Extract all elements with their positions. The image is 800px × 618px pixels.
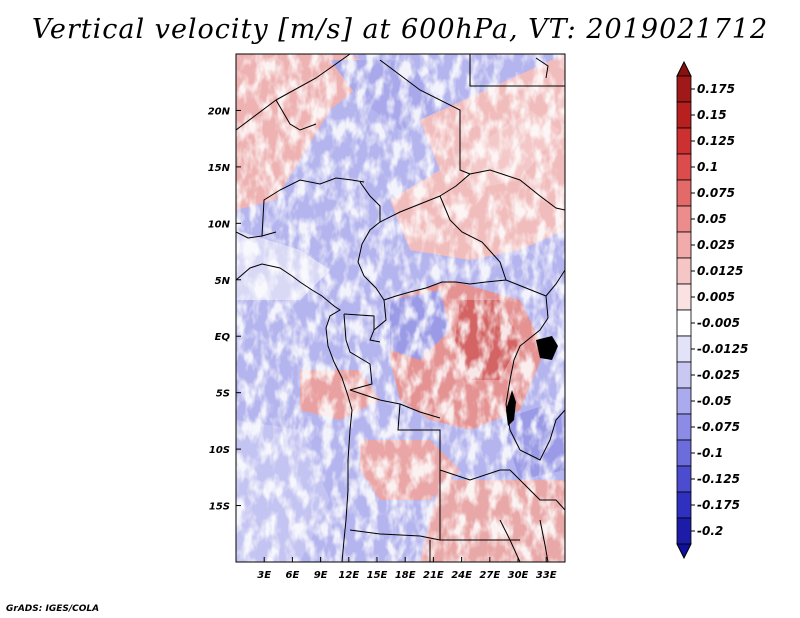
y-tick-label: 20N: [208, 106, 231, 117]
colorbar-swatch: [676, 465, 692, 493]
colorbar-label: -0.125: [697, 472, 740, 486]
colorbar-swatch: [676, 517, 692, 545]
colorbar-label: 0.005: [697, 290, 735, 304]
y-tick-label: EQ: [215, 332, 231, 343]
colorbar-swatch: [676, 101, 692, 129]
colorbar-swatch: [676, 335, 692, 363]
x-tick-label: 15E: [367, 570, 388, 581]
x-tick-label: 9E: [314, 570, 328, 581]
colorbar-swatch: [676, 283, 692, 311]
colorbar-label: -0.0125: [697, 342, 748, 356]
map-area: [236, 54, 565, 562]
colorbar-label: -0.075: [697, 420, 740, 434]
x-tick-label: 12E: [338, 570, 359, 581]
colorbar-swatch: [676, 205, 692, 233]
colorbar-label: -0.005: [697, 316, 740, 330]
colorbar-swatch: [676, 75, 692, 103]
colorbar-swatch: [676, 439, 692, 467]
x-tick-label: 33E: [536, 570, 557, 581]
colorbar-swatch: [676, 179, 692, 207]
lakes: [506, 336, 558, 426]
colorbar-label: 0.075: [697, 186, 735, 200]
y-tick-label: 10N: [208, 219, 231, 230]
y-tick-label: 15N: [208, 163, 231, 174]
colorbar-swatch: [676, 413, 692, 441]
y-tick-label: 15S: [209, 502, 230, 513]
x-tick-label: 18E: [395, 570, 416, 581]
y-tick-label: 5N: [215, 276, 231, 287]
x-tick-label: 6E: [286, 570, 300, 581]
colorbar-label: 0.025: [697, 238, 735, 252]
colorbar-label: 0.125: [697, 134, 735, 148]
credit-label: GrADS: IGES/COLA: [6, 604, 100, 614]
y-tick-label: 5S: [216, 389, 230, 400]
colorbar-swatch: [676, 491, 692, 519]
x-tick-label: 21E: [423, 570, 444, 581]
colorbar-bottom-arrow: [676, 543, 692, 560]
colorbar-swatch: [676, 153, 692, 181]
speckle-texture: [236, 54, 565, 562]
chart-title: Vertical velocity [m/s] at 600hPa, VT: 2…: [31, 14, 769, 45]
colorbar-label: -0.05: [697, 394, 732, 408]
axis-ticks: 3E 6E 9E 12E 15E 18E 21E 24E 27E 30E 33E 20N 15N 10N 5…: [208, 106, 557, 581]
x-tick-label: 3E: [257, 570, 271, 581]
colorbar-swatch: [676, 231, 692, 259]
colorbar: 0.175 0.15 0.125 0.1 0.075 0.05 0.025 0.0125 0.0…: [676, 60, 748, 560]
colorbar-swatch: [676, 127, 692, 155]
colorbar-swatch: [676, 361, 692, 389]
colorbar-swatch: [676, 387, 692, 415]
x-tick-label: 27E: [479, 570, 500, 581]
colorbar-label: 0.0125: [697, 264, 743, 278]
country-borders: [236, 54, 565, 562]
x-tick-label: 24E: [451, 570, 472, 581]
colorbar-label: -0.025: [697, 368, 740, 382]
colorbar-label: 0.175: [697, 82, 735, 96]
y-tick-label: 10S: [209, 445, 230, 456]
colorbar-swatch: [676, 257, 692, 285]
colorbar-label: -0.1: [697, 446, 723, 460]
colorbar-swatch: [676, 309, 692, 337]
colorbar-label: 0.1: [697, 160, 718, 174]
colorbar-top-arrow: [676, 60, 692, 77]
colorbar-label: -0.175: [697, 498, 740, 512]
colorbar-label: 0.15: [697, 108, 727, 122]
x-tick-label: 30E: [508, 570, 529, 581]
map-frame: [235, 53, 566, 563]
colorbar-label: -0.2: [697, 524, 723, 538]
colorbar-label: 0.05: [697, 212, 727, 226]
